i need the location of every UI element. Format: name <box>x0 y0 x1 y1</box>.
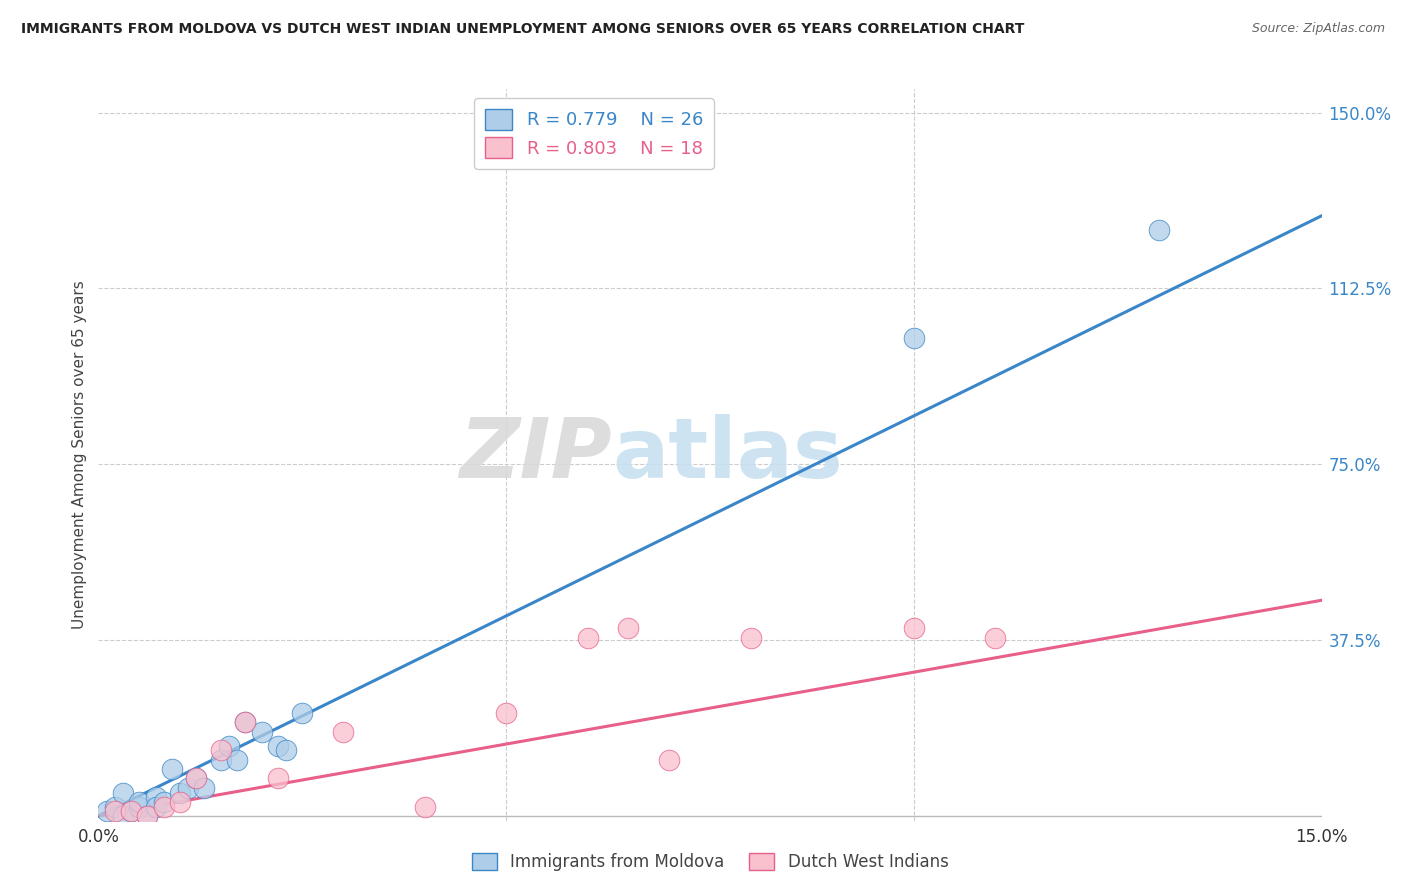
Point <box>226 753 249 767</box>
Point <box>120 804 142 818</box>
Point <box>128 795 150 809</box>
Point <box>96 804 118 818</box>
Point <box>120 804 142 818</box>
Text: ZIP: ZIP <box>460 415 612 495</box>
Point <box>111 809 134 823</box>
Point <box>136 809 159 823</box>
Point <box>233 715 256 730</box>
Point <box>413 799 436 814</box>
Point <box>104 799 127 814</box>
Point <box>145 799 167 814</box>
Point <box>136 809 159 823</box>
Point <box>332 724 354 739</box>
Point <box>495 706 517 720</box>
Text: atlas: atlas <box>612 415 844 495</box>
Point <box>1147 223 1170 237</box>
Text: Source: ZipAtlas.com: Source: ZipAtlas.com <box>1251 22 1385 36</box>
Legend: Immigrants from Moldova, Dutch West Indians: Immigrants from Moldova, Dutch West Indi… <box>465 847 955 878</box>
Point <box>186 772 208 786</box>
Y-axis label: Unemployment Among Seniors over 65 years: Unemployment Among Seniors over 65 years <box>72 281 87 629</box>
Point <box>903 331 925 345</box>
Point <box>128 799 150 814</box>
Point <box>152 795 174 809</box>
Point <box>740 631 762 645</box>
Point <box>186 772 208 786</box>
Point <box>291 706 314 720</box>
Point <box>984 631 1007 645</box>
Point <box>576 631 599 645</box>
Point <box>104 804 127 818</box>
Point <box>193 780 215 795</box>
Point <box>903 621 925 635</box>
Point <box>658 753 681 767</box>
Point <box>177 780 200 795</box>
Point <box>250 724 273 739</box>
Point <box>145 790 167 805</box>
Point <box>152 799 174 814</box>
Point <box>209 753 232 767</box>
Point <box>233 715 256 730</box>
Text: IMMIGRANTS FROM MOLDOVA VS DUTCH WEST INDIAN UNEMPLOYMENT AMONG SENIORS OVER 65 : IMMIGRANTS FROM MOLDOVA VS DUTCH WEST IN… <box>21 22 1025 37</box>
Point <box>160 762 183 776</box>
Point <box>218 739 240 753</box>
Point <box>209 743 232 757</box>
Point <box>267 772 290 786</box>
Point <box>617 621 640 635</box>
Point <box>169 785 191 799</box>
Point <box>274 743 297 757</box>
Point <box>267 739 290 753</box>
Point <box>169 795 191 809</box>
Point <box>111 785 134 799</box>
